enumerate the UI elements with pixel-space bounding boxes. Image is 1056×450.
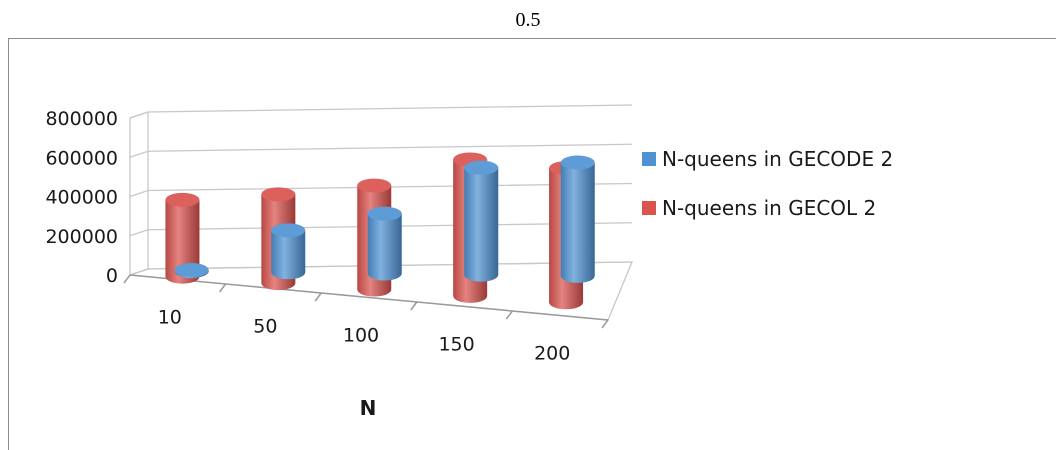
y-axis-ticks: 0 200000 400000 600000 800000: [45, 108, 118, 287]
legend-label: N-queens in GECOL 2: [662, 196, 876, 220]
gridline: [129, 143, 633, 158]
bar-gecode-200: [560, 155, 595, 283]
x-axis: 10 50 100 150 200: [123, 274, 609, 365]
chart-frame: [8, 38, 1056, 450]
legend-label: N-queens in GECODE 2: [662, 147, 893, 171]
bar-top: [357, 178, 392, 193]
y-tick-label: 400000: [45, 187, 118, 209]
bar-gecode-150: [464, 160, 499, 282]
y-tick-label: 0: [106, 265, 118, 287]
bar-gecode-100: [367, 206, 402, 281]
bar-body: [464, 167, 499, 282]
bar-top: [261, 187, 296, 202]
bar-top: [464, 160, 499, 175]
y-tick-label: 200000: [45, 226, 118, 248]
x-tick-label: 10: [158, 307, 182, 329]
x-tick-label: 150: [438, 334, 474, 356]
bar-top: [560, 155, 595, 170]
bar-top: [165, 192, 200, 207]
legend-swatch: [642, 201, 656, 215]
x-tick-mark: [314, 292, 322, 302]
x-tick-mark: [219, 283, 227, 293]
x-tick-label: 200: [534, 343, 570, 365]
bar-top: [271, 223, 306, 238]
bar-gecol-10: [165, 192, 200, 284]
gridline: [129, 104, 633, 119]
y-tick-label: 600000: [45, 147, 118, 169]
x-tick-mark: [123, 274, 131, 284]
x-tick-label: 50: [253, 316, 277, 338]
x-tick-mark: [410, 301, 418, 311]
bar-gecode-10: [174, 263, 209, 279]
x-tick-mark: [601, 319, 609, 329]
bar-body: [165, 199, 200, 284]
bar-body: [367, 213, 402, 281]
x-axis-line: [129, 274, 609, 321]
bar-body: [271, 230, 306, 280]
bars: [165, 152, 595, 310]
bar-top: [174, 263, 209, 278]
bar-top: [367, 206, 402, 221]
y-tick-label: 800000: [45, 108, 118, 130]
page-title: 0.5: [515, 9, 541, 31]
x-axis-title: N: [360, 396, 377, 420]
x-tick-label: 100: [343, 325, 379, 347]
bar-gecode-50: [271, 223, 306, 280]
legend-swatch: [642, 152, 656, 166]
bar-body: [560, 162, 595, 283]
legend: N-queens in GECODE 2 N-queens in GECOL 2: [642, 147, 893, 220]
x-tick-mark: [505, 310, 514, 320]
